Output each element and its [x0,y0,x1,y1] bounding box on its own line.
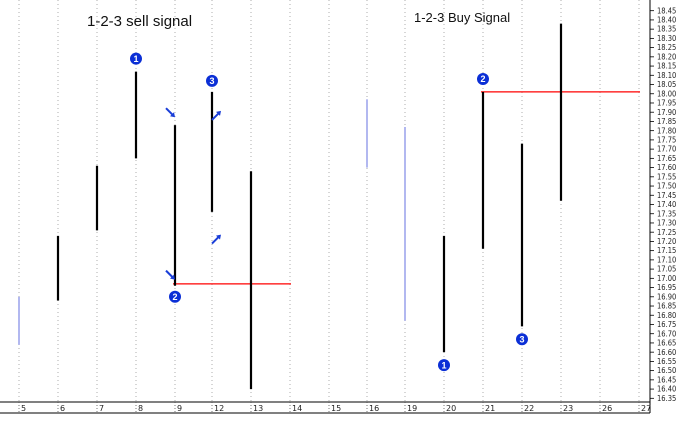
x-tick-label: 22 [524,404,534,413]
y-tick-label: 17.85 [657,117,676,126]
x-tick-label: 14 [292,404,302,413]
y-tick-label: 18.10 [657,71,676,80]
y-tick-label: 17.70 [657,145,676,154]
x-axis: 5 6 7 8 9 12 13 14 15 16 19 20 21 22 23 26 27 [18,402,651,413]
signal-marker: 2 [169,290,181,303]
y-tick-label: 16.75 [657,320,676,329]
y-tick-label: 16.35 [657,394,676,403]
x-tick-label: 12 [214,404,224,413]
y-tick-label: 16.60 [657,348,676,357]
markers: 1 2 3 1 2 3 [130,52,528,372]
signal-marker: 1 [438,359,450,372]
marker-label: 3 [519,334,524,344]
y-tick-label: 17.65 [657,154,676,163]
y-tick-label: 17.75 [657,135,676,144]
y-tick-label: 18.25 [657,43,676,52]
arrow-icon [211,234,221,245]
axis-frame [0,0,651,414]
y-tick-label: 16.80 [657,311,676,320]
y-tick-label: 17.00 [657,274,676,283]
y-tick-label: 18.40 [657,16,676,25]
marker-label: 1 [133,54,138,64]
title-buy-signal: 1-2-3 Buy Signal [414,10,510,25]
arrows [165,107,221,280]
titles: 1-2-3 sell signal 1-2-3 Buy Signal [87,10,510,30]
y-tick-label: 18.00 [657,89,676,98]
y-tick-label: 16.40 [657,385,676,394]
y-tick-label: 17.55 [657,172,676,181]
arrow-icon [165,107,175,118]
x-tick-label: 21 [485,404,495,413]
marker-circle [130,52,142,65]
y-tick-label: 16.85 [657,302,676,311]
x-tick-label: 23 [563,404,573,413]
signal-marker: 2 [477,72,489,85]
x-tick-label: 8 [138,404,143,413]
y-tick-label: 17.30 [657,219,676,228]
x-tick-label: 16 [369,404,379,413]
x-tick-label: 7 [99,404,104,413]
y-tick-label: 17.25 [657,228,676,237]
y-tick-label: 18.45 [657,6,676,15]
y-tick-label: 16.50 [657,366,676,375]
x-tick-label: 13 [253,404,263,413]
y-tick-label: 16.70 [657,329,676,338]
marker-label: 2 [172,292,177,302]
x-tick-label: 15 [331,404,341,413]
y-tick-label: 17.95 [657,99,676,108]
marker-circle [477,72,489,85]
y-tick-label: 16.90 [657,292,676,301]
x-tick-label: 26 [602,404,612,413]
y-tick-label: 17.35 [657,209,676,218]
price-bars [18,23,563,390]
y-tick-label: 18.20 [657,52,676,61]
x-tick-label: 5 [21,404,26,413]
x-tick-label: 19 [407,404,417,413]
y-tick-label: 17.60 [657,163,676,172]
y-tick-label: 17.50 [657,182,676,191]
y-tick-label: 17.90 [657,108,676,117]
signal-marker: 3 [516,333,528,346]
y-tick-label: 17.20 [657,237,676,246]
y-axis: 16.3516.4016.4516.5016.5516.6016.6516.70… [650,6,676,403]
arrow-icon [211,110,221,121]
y-tick-label: 18.30 [657,34,676,43]
marker-circle [438,359,450,372]
y-tick-label: 17.10 [657,255,676,264]
y-tick-label: 17.80 [657,126,676,135]
marker-label: 1 [441,360,446,370]
y-tick-label: 16.45 [657,375,676,384]
marker-circle [169,290,181,303]
y-tick-label: 16.55 [657,357,676,366]
signal-marker: 3 [206,74,218,87]
y-tick-label: 17.05 [657,265,676,274]
y-tick-label: 16.65 [657,339,676,348]
marker-label: 3 [209,76,214,86]
marker-label: 2 [480,74,485,84]
y-tick-label: 17.40 [657,200,676,209]
title-sell-signal: 1-2-3 sell signal [87,13,192,30]
y-tick-label: 18.15 [657,62,676,71]
y-tick-label: 17.45 [657,191,676,200]
y-tick-label: 16.95 [657,283,676,292]
signal-marker: 1 [130,52,142,65]
y-tick-label: 18.35 [657,25,676,34]
x-tick-label: 20 [446,404,456,413]
x-tick-label: 27 [641,404,651,413]
marker-circle [516,333,528,346]
arrow-icon [165,269,175,280]
y-tick-label: 18.05 [657,80,676,89]
marker-circle [206,74,218,87]
x-tick-label: 6 [60,404,65,413]
x-tick-label: 9 [177,404,182,413]
y-tick-label: 17.15 [657,246,676,255]
